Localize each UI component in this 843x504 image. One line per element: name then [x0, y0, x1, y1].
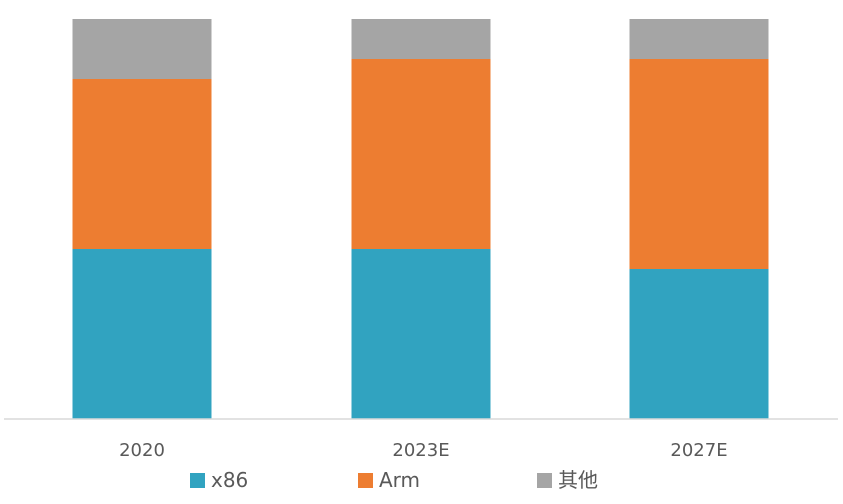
- x-tick-label: 2027E: [670, 440, 727, 461]
- legend[interactable]: x86 Arm 其他: [190, 468, 598, 492]
- bar-segment-2023e-2[interactable]: [351, 19, 491, 59]
- legend-label-1[interactable]: Arm: [379, 468, 420, 492]
- x-tick-label: 2023E: [392, 440, 449, 461]
- x-tick-label: 2020: [119, 440, 165, 461]
- bar-segment-2020-0[interactable]: [72, 249, 212, 419]
- x-tick-labels: 2020 2023E 2027E: [119, 440, 728, 461]
- bar-segment-2020-1[interactable]: [72, 79, 212, 249]
- bar-segment-2027e-0[interactable]: [629, 269, 769, 419]
- legend-swatch-2: [537, 473, 552, 488]
- legend-swatch-1: [358, 473, 373, 488]
- bar-segment-2023e-1[interactable]: [351, 59, 491, 249]
- legend-label-2[interactable]: 其他: [558, 468, 598, 492]
- legend-label-0[interactable]: x86: [211, 468, 248, 492]
- bar-segment-2027e-2[interactable]: [629, 19, 769, 59]
- bars-group: [72, 19, 769, 419]
- bar-segment-2020-2[interactable]: [72, 19, 212, 79]
- bar-segment-2027e-1[interactable]: [629, 59, 769, 269]
- legend-swatch-0: [190, 473, 205, 488]
- bar-segment-2023e-0[interactable]: [351, 249, 491, 419]
